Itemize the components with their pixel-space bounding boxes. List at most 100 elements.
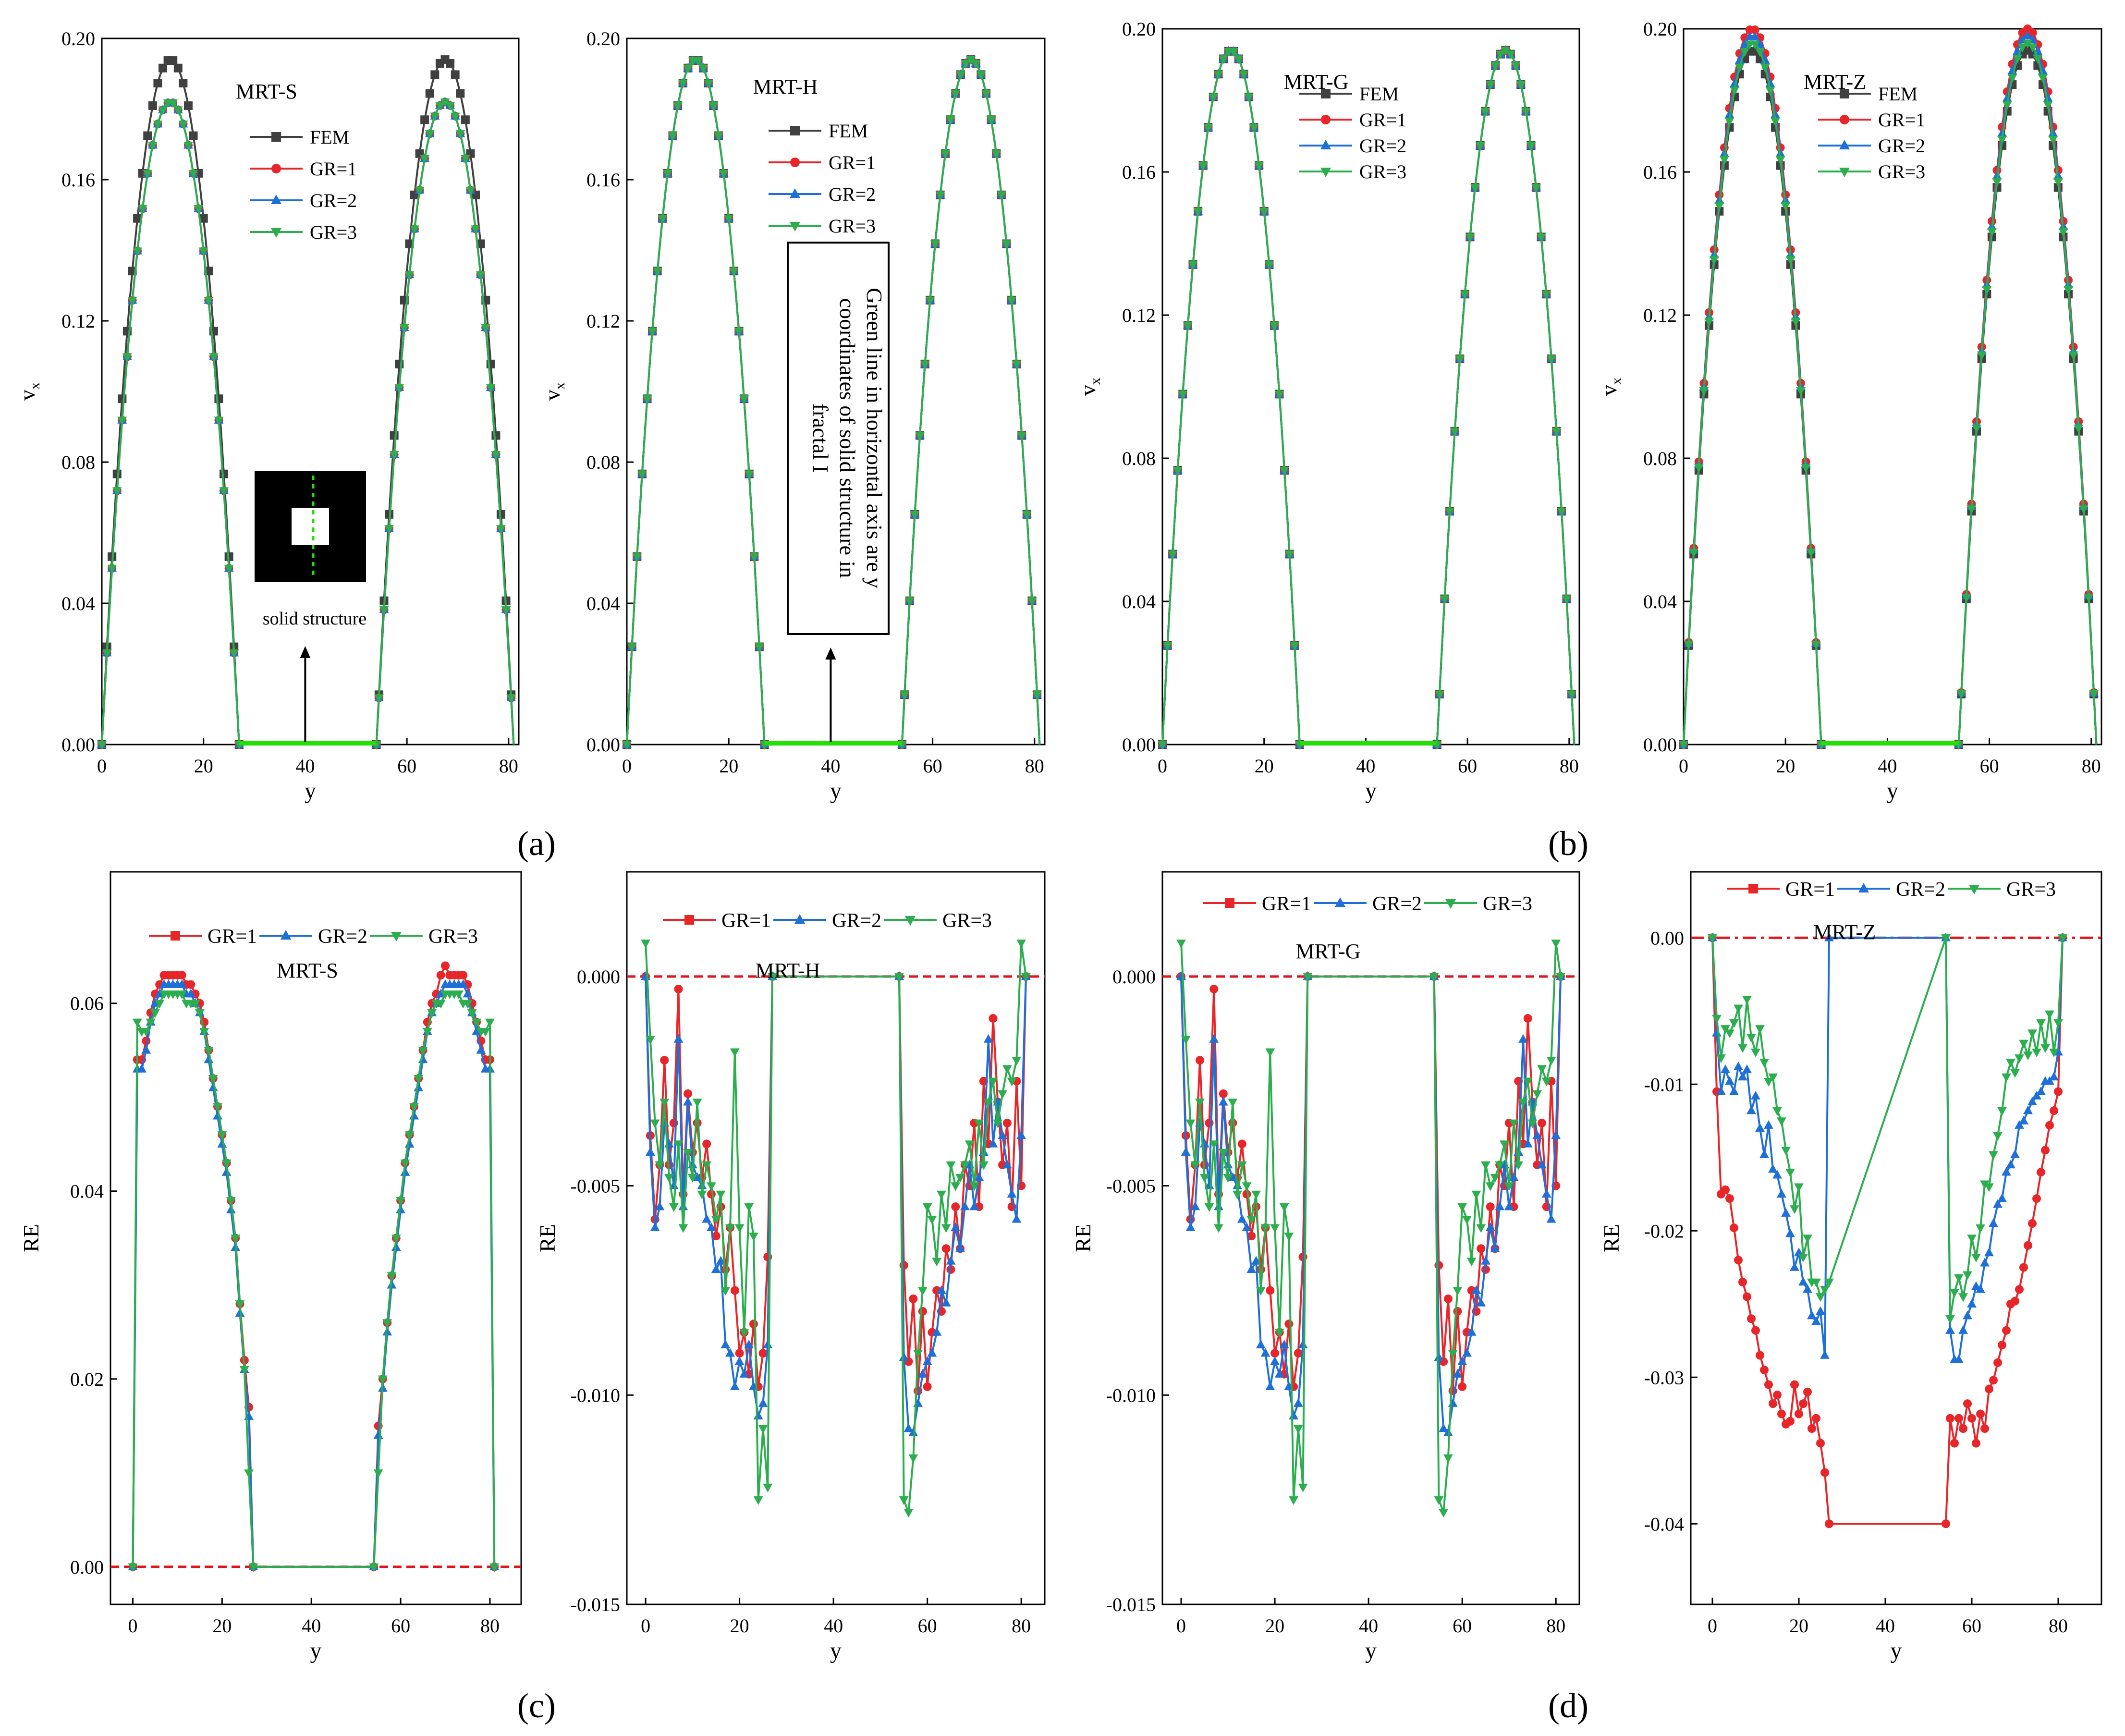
marker-gr3 bbox=[1481, 1161, 1490, 1170]
marker-gr1 bbox=[1963, 1399, 1972, 1408]
marker-fem bbox=[491, 431, 501, 440]
marker-gr3 bbox=[465, 186, 476, 196]
marker-gr3 bbox=[1256, 1287, 1266, 1296]
marker-gr3 bbox=[668, 132, 678, 141]
marker-gr3 bbox=[1199, 1174, 1209, 1183]
marker-gr3 bbox=[790, 222, 800, 232]
marker-gr3 bbox=[177, 990, 187, 999]
marker-gr3 bbox=[1027, 597, 1037, 606]
marker-gr2 bbox=[1824, 932, 1834, 941]
marker-gr3 bbox=[940, 150, 951, 159]
marker-gr3 bbox=[900, 691, 910, 700]
marker-gr3 bbox=[1290, 642, 1300, 651]
marker-gr2 bbox=[1742, 1064, 1752, 1073]
y-tick-label: 0.00 bbox=[1650, 927, 1684, 949]
marker-gr2 bbox=[1984, 1247, 1994, 1257]
marker-gr3 bbox=[930, 240, 940, 249]
marker-gr3 bbox=[1462, 1216, 1472, 1225]
marker-gr2 bbox=[1453, 1369, 1463, 1378]
marker-gr3 bbox=[427, 1009, 437, 1018]
marker-gr3 bbox=[1214, 1224, 1223, 1233]
marker-gr3 bbox=[979, 1161, 989, 1170]
marker-gr3 bbox=[1457, 1203, 1467, 1212]
marker-gr1 bbox=[1721, 1185, 1730, 1194]
y-tick-label: 0.000 bbox=[1112, 966, 1156, 988]
marker-gr3 bbox=[1746, 1034, 1756, 1043]
marker-gr3 bbox=[753, 1496, 763, 1505]
marker-gr1 bbox=[1840, 115, 1849, 124]
marker-fem bbox=[1748, 884, 1758, 893]
marker-gr2 bbox=[141, 1045, 151, 1054]
x-tick-label: 80 bbox=[2049, 1615, 2068, 1637]
marker-gr3 bbox=[673, 1140, 684, 1149]
marker-gr3 bbox=[396, 1197, 405, 1206]
marker-gr3 bbox=[904, 1509, 914, 1518]
marker-gr3 bbox=[2084, 594, 2094, 603]
series-line bbox=[1180, 975, 1562, 1435]
marker-gr3 bbox=[1158, 741, 1167, 750]
marker-gr3 bbox=[188, 170, 198, 179]
marker-gr2 bbox=[2015, 1120, 2024, 1129]
marker-gr3 bbox=[702, 1161, 712, 1170]
marker-gr3 bbox=[221, 1159, 232, 1168]
marker-gr2 bbox=[281, 930, 291, 940]
marker-gr3 bbox=[107, 564, 117, 574]
x-tick-label: 0 bbox=[1679, 755, 1688, 777]
marker-gr3 bbox=[1532, 1090, 1542, 1099]
marker-gr1 bbox=[1812, 1414, 1820, 1423]
marker-gr3 bbox=[1699, 387, 1709, 396]
marker-gr3 bbox=[1785, 1169, 1795, 1178]
marker-gr3 bbox=[382, 1319, 392, 1328]
marker-gr2 bbox=[707, 1222, 716, 1231]
marker-gr3 bbox=[1781, 202, 1791, 211]
marker-gr1 bbox=[660, 1056, 669, 1065]
marker-gr3 bbox=[112, 487, 122, 496]
marker-gr3 bbox=[2023, 39, 2033, 49]
marker-gr3 bbox=[2002, 1073, 2011, 1082]
marker-gr1 bbox=[1998, 1341, 2006, 1350]
marker-gr3 bbox=[128, 1563, 138, 1572]
marker-gr3 bbox=[1704, 318, 1714, 327]
marker-gr1 bbox=[1734, 1256, 1743, 1265]
marker-gr3 bbox=[1466, 1258, 1477, 1267]
marker-gr3 bbox=[1001, 240, 1012, 249]
marker-gr3 bbox=[683, 64, 693, 73]
marker-gr3 bbox=[2027, 1029, 2037, 1039]
marker-gr3 bbox=[1233, 55, 1244, 64]
marker-gr2 bbox=[1293, 1398, 1303, 1407]
marker-gr3 bbox=[1260, 1224, 1270, 1233]
marker-gr2 bbox=[1721, 1064, 1730, 1073]
marker-gr3 bbox=[955, 1174, 965, 1183]
marker-gr3 bbox=[1714, 202, 1724, 211]
marker-gr3 bbox=[1480, 108, 1490, 117]
x-tick-label: 60 bbox=[391, 1615, 410, 1637]
marker-gr2 bbox=[177, 979, 187, 988]
marker-gr3 bbox=[693, 57, 703, 66]
series-line bbox=[132, 993, 496, 1568]
series-line bbox=[1180, 942, 1562, 1513]
marker-gr3 bbox=[1195, 1099, 1205, 1108]
marker-gr3 bbox=[1193, 208, 1203, 217]
marker-gr3 bbox=[1716, 1054, 1726, 1064]
marker-gr3 bbox=[384, 525, 394, 534]
marker-gr3 bbox=[1721, 1025, 1730, 1034]
marker-gr3 bbox=[213, 1103, 222, 1112]
y-tick-label: -0.01 bbox=[1644, 1074, 1684, 1095]
marker-gr3 bbox=[404, 271, 415, 280]
marker-gr3 bbox=[1516, 81, 1526, 90]
marker-gr1 bbox=[1820, 1468, 1829, 1477]
marker-gr1 bbox=[1266, 1286, 1275, 1295]
x-tick-label: 40 bbox=[824, 1615, 843, 1637]
marker-gr3 bbox=[1980, 1180, 1990, 1189]
marker-fem bbox=[684, 915, 694, 925]
marker-gr2 bbox=[1729, 1086, 1739, 1095]
y-tick-label: 0.00 bbox=[1122, 734, 1156, 756]
marker-gr3 bbox=[1785, 256, 1795, 265]
marker-gr3 bbox=[1506, 50, 1515, 60]
marker-gr1 bbox=[2037, 1168, 2045, 1177]
y-tick-label: 0.12 bbox=[1643, 305, 1677, 326]
marker-gr1 bbox=[1750, 25, 1759, 35]
marker-gr3 bbox=[951, 1182, 961, 1191]
x-tick-label: 40 bbox=[295, 755, 315, 777]
marker-gr3 bbox=[920, 360, 930, 369]
